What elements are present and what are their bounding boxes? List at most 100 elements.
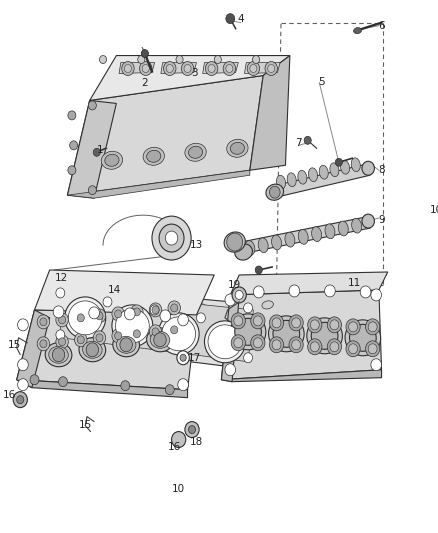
Polygon shape [230, 272, 388, 295]
Circle shape [292, 318, 300, 328]
Circle shape [53, 306, 64, 318]
Ellipse shape [150, 332, 170, 348]
Circle shape [307, 339, 322, 355]
Circle shape [225, 294, 236, 306]
Text: 18: 18 [190, 437, 203, 447]
Circle shape [18, 359, 28, 371]
Circle shape [235, 290, 243, 300]
Circle shape [330, 342, 339, 352]
Circle shape [227, 233, 243, 251]
Circle shape [181, 61, 194, 76]
Ellipse shape [235, 318, 261, 345]
Ellipse shape [208, 325, 242, 359]
Circle shape [168, 323, 180, 337]
Circle shape [327, 317, 342, 333]
Circle shape [133, 308, 141, 316]
Circle shape [349, 322, 357, 332]
Text: 10: 10 [430, 205, 438, 215]
Circle shape [120, 338, 132, 352]
Circle shape [247, 61, 260, 76]
Polygon shape [221, 290, 381, 379]
Polygon shape [17, 310, 197, 390]
Polygon shape [161, 62, 197, 74]
Circle shape [165, 231, 178, 245]
Circle shape [265, 61, 277, 76]
Polygon shape [59, 290, 254, 362]
Circle shape [255, 266, 262, 274]
Circle shape [289, 337, 303, 353]
Ellipse shape [227, 139, 248, 157]
Ellipse shape [230, 142, 244, 155]
Polygon shape [250, 55, 290, 170]
Circle shape [289, 315, 303, 331]
Circle shape [96, 312, 103, 320]
Ellipse shape [352, 219, 362, 233]
Ellipse shape [272, 235, 282, 250]
Circle shape [307, 317, 322, 333]
Circle shape [112, 329, 124, 343]
Circle shape [152, 306, 159, 314]
Circle shape [254, 338, 262, 348]
Ellipse shape [68, 301, 102, 335]
Circle shape [223, 61, 236, 76]
Circle shape [269, 186, 280, 198]
Ellipse shape [230, 314, 266, 350]
Circle shape [150, 305, 159, 315]
Circle shape [172, 432, 186, 448]
Circle shape [177, 351, 189, 365]
Circle shape [96, 334, 103, 342]
Polygon shape [244, 62, 280, 74]
Circle shape [254, 286, 264, 298]
Circle shape [56, 288, 65, 298]
Circle shape [52, 348, 65, 362]
Circle shape [208, 64, 215, 72]
Ellipse shape [298, 230, 308, 244]
Circle shape [93, 309, 106, 323]
Circle shape [185, 422, 199, 438]
Circle shape [13, 392, 28, 408]
Ellipse shape [325, 224, 335, 239]
Circle shape [225, 364, 236, 376]
Circle shape [232, 287, 246, 303]
Circle shape [59, 377, 67, 386]
Circle shape [234, 316, 243, 326]
Circle shape [335, 158, 343, 166]
Circle shape [289, 285, 300, 297]
Text: 16: 16 [3, 390, 16, 400]
Circle shape [99, 55, 106, 63]
Circle shape [152, 328, 159, 336]
Text: 12: 12 [55, 273, 68, 283]
Circle shape [311, 342, 319, 352]
Circle shape [74, 333, 87, 347]
Ellipse shape [158, 313, 199, 355]
Text: 6: 6 [378, 21, 385, 30]
Circle shape [154, 333, 166, 347]
Circle shape [205, 61, 218, 76]
Circle shape [214, 55, 221, 63]
Ellipse shape [308, 168, 318, 182]
Circle shape [362, 161, 374, 175]
Circle shape [268, 64, 275, 72]
Circle shape [371, 359, 381, 371]
Circle shape [346, 341, 360, 357]
Circle shape [188, 425, 196, 433]
Ellipse shape [117, 336, 136, 353]
Circle shape [59, 316, 66, 324]
Text: 11: 11 [348, 278, 361, 288]
Polygon shape [221, 370, 381, 382]
Polygon shape [272, 163, 370, 198]
Ellipse shape [147, 328, 173, 352]
Circle shape [366, 319, 380, 335]
Circle shape [272, 318, 281, 328]
Ellipse shape [338, 221, 348, 236]
Ellipse shape [45, 343, 72, 367]
Polygon shape [17, 310, 49, 387]
Circle shape [122, 61, 134, 76]
Ellipse shape [65, 297, 106, 339]
Circle shape [138, 55, 145, 63]
Polygon shape [90, 55, 290, 100]
Ellipse shape [319, 165, 328, 179]
Circle shape [178, 379, 188, 391]
Circle shape [163, 61, 176, 76]
Circle shape [103, 297, 112, 307]
